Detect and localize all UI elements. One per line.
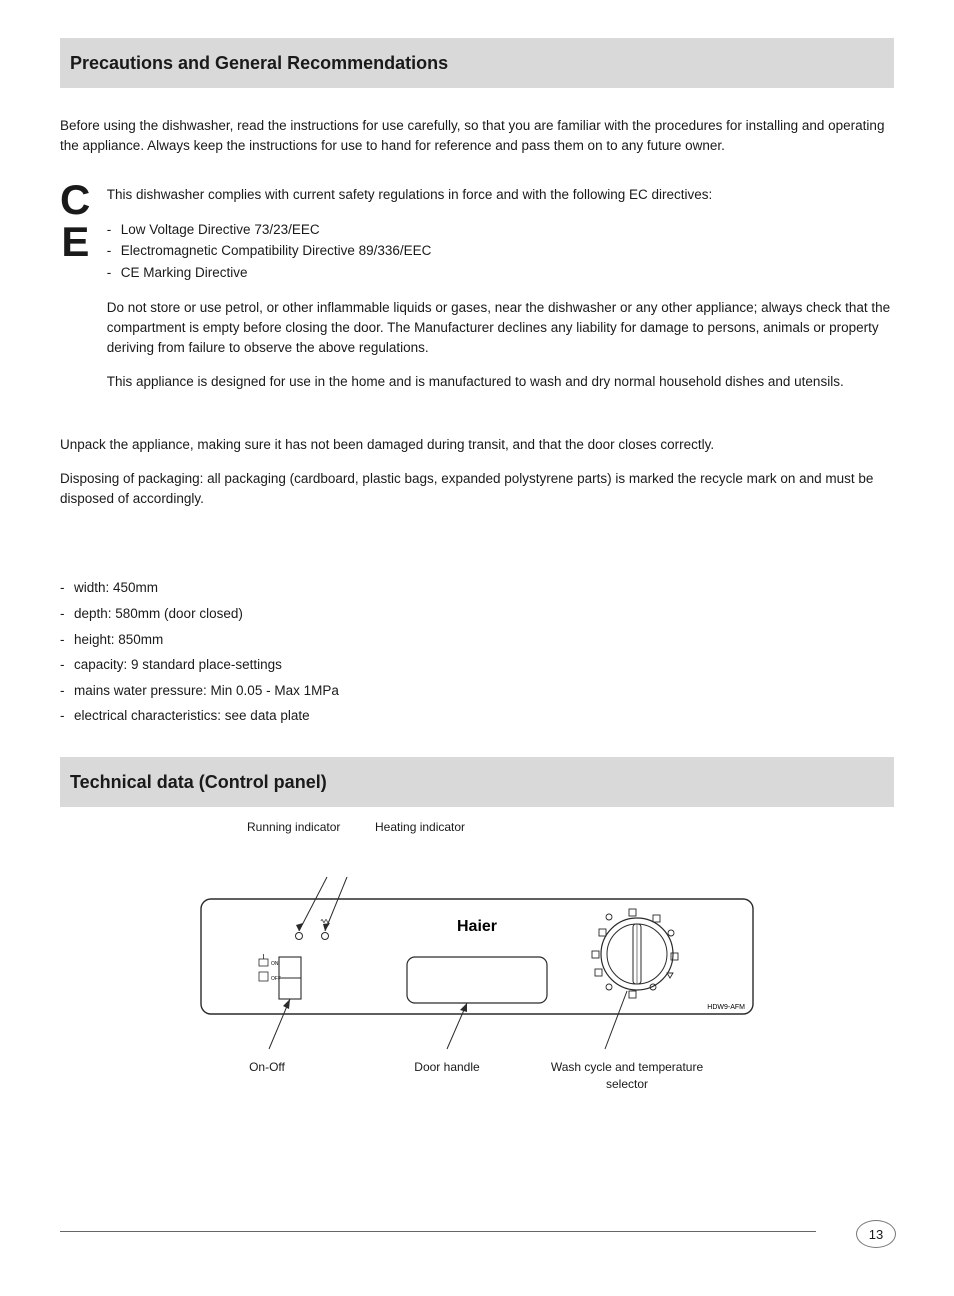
unpack-p1: Unpack the appliance, making sure it has… [60,435,894,455]
tech-item: electrical characteristics: see data pla… [60,703,894,729]
label-heating-indicator: Heating indicator [375,819,465,835]
panel-top-labels: Running indicator Heating indicator [197,807,757,847]
directive-item: Low Voltage Directive 73/23/EEC [107,219,894,241]
label-on-off: On-Off [217,1059,317,1076]
tech-item: capacity: 9 standard place-settings [60,652,894,678]
label-wash-selector: Wash cycle and temperature selector [547,1059,707,1093]
unpack-p2: Disposing of packaging: all packaging (c… [60,469,894,510]
directive-item: CE Marking Directive [107,262,894,284]
section-bar-precautions: Precautions and General Recommendations [60,38,894,88]
ce-p3: This appliance is designed for use in th… [107,372,894,392]
brand-text: Haier [457,918,497,935]
intro-text: Before using the dishwasher, read the in… [60,116,894,157]
ce-row: C E This dishwasher complies with curren… [60,185,894,407]
ce-text-block: This dishwasher complies with current sa… [107,185,894,407]
ce-directives-list: Low Voltage Directive 73/23/EEC Electrom… [107,219,894,284]
ce-p2: Do not store or use petrol, or other inf… [107,298,894,359]
tech-item: mains water pressure: Min 0.05 - Max 1MP… [60,678,894,704]
tech-item: height: 850mm [60,627,894,653]
tech-list: width: 450mm depth: 580mm (door closed) … [60,575,894,729]
page-number-text: 13 [869,1227,883,1242]
section-bar-tech: Technical data (Control panel) [60,757,894,807]
page-number: 13 [856,1220,896,1248]
ce-p1: This dishwasher complies with current sa… [107,185,894,205]
model-text: HDW9-AFM [707,1004,745,1011]
footer-rule [60,1231,816,1232]
section-title-precautions: Precautions and General Recommendations [70,53,448,74]
label-door-handle: Door handle [397,1059,497,1076]
unpack-block: Unpack the appliance, making sure it has… [60,435,894,510]
svg-text:ON: ON [271,961,279,967]
tech-item: width: 450mm [60,575,894,601]
tech-item: depth: 580mm (door closed) [60,601,894,627]
panel-bottom-labels: On-Off Door handle Wash cycle and temper… [197,1059,757,1149]
label-running-indicator: Running indicator [247,819,340,835]
svg-text:OFF: OFF [271,976,281,982]
page: Precautions and General Recommendations … [0,0,954,1296]
section-title-tech: Technical data (Control panel) [70,772,327,793]
directive-item: Electromagnetic Compatibility Directive … [107,240,894,262]
ce-mark-icon: C E [60,179,83,263]
control-panel-diagram: Haier ON OFF [60,869,894,1059]
